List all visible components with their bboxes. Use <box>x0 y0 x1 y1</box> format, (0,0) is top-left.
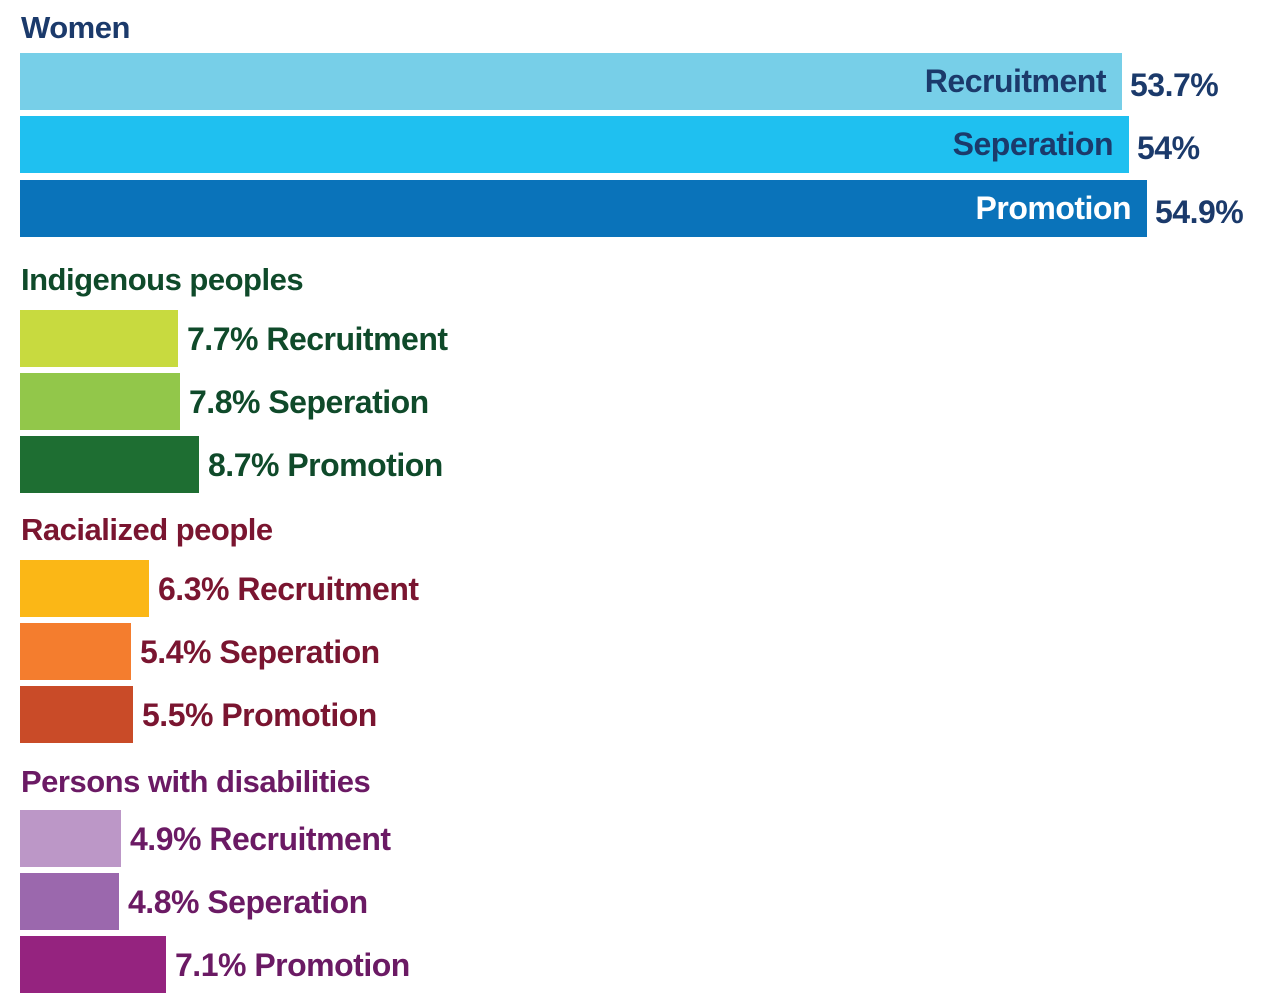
bar-value-label-indigenous-peoples-seperation: 7.8% <box>189 384 260 420</box>
bar-women-recruitment <box>20 53 1122 110</box>
bar-value-label-racialized-people-seperation: 5.4% <box>140 634 211 670</box>
bar-category-label-women-promotion: Promotion <box>975 190 1132 226</box>
bar-racialized-people-promotion <box>20 686 133 743</box>
bar-women-seperation <box>20 116 1129 173</box>
bar-persons-with-disabilities-seperation <box>20 873 119 930</box>
bar-value-label-women-promotion: 54.9% <box>1155 194 1244 230</box>
bar-label-persons-with-disabilities-promotion: 7.1% Promotion <box>175 947 410 983</box>
bar-indigenous-peoples-seperation <box>20 373 180 430</box>
bar-persons-with-disabilities-recruitment <box>20 810 121 867</box>
bar-category-label-indigenous-peoples-seperation: Seperation <box>268 384 429 420</box>
bar-category-label-racialized-people-seperation: Seperation <box>219 634 380 670</box>
bar-category-label-indigenous-peoples-recruitment: Recruitment <box>266 321 448 357</box>
bar-category-label-persons-with-disabilities-promotion: Promotion <box>254 947 410 983</box>
group-title-indigenous-peoples: Indigenous peoples <box>21 262 304 297</box>
bar-value-label-women-recruitment: 53.7% <box>1130 67 1219 103</box>
bar-value-label-persons-with-disabilities-recruitment: 4.9% <box>130 821 201 857</box>
bar-label-racialized-people-seperation: 5.4% Seperation <box>140 634 380 670</box>
bar-label-indigenous-peoples-recruitment: 7.7% Recruitment <box>187 321 448 357</box>
bar-label-racialized-people-promotion: 5.5% Promotion <box>142 697 377 733</box>
bar-category-label-women-recruitment: Recruitment <box>924 63 1107 99</box>
bar-racialized-people-recruitment <box>20 560 149 617</box>
bar-label-racialized-people-recruitment: 6.3% Recruitment <box>158 571 419 607</box>
bar-category-label-racialized-people-promotion: Promotion <box>221 697 377 733</box>
bar-value-label-women-seperation: 54% <box>1137 130 1200 166</box>
bar-value-label-persons-with-disabilities-promotion: 7.1% <box>175 947 246 983</box>
group-title-persons-with-disabilities: Persons with disabilities <box>21 764 371 799</box>
bar-category-label-persons-with-disabilities-recruitment: Recruitment <box>209 821 391 857</box>
bar-racialized-people-seperation <box>20 623 131 680</box>
bar-label-indigenous-peoples-promotion: 8.7% Promotion <box>208 447 443 483</box>
bar-category-label-indigenous-peoples-promotion: Promotion <box>287 447 443 483</box>
bar-value-label-indigenous-peoples-recruitment: 7.7% <box>187 321 258 357</box>
bar-indigenous-peoples-promotion <box>20 436 199 493</box>
bar-category-label-racialized-people-recruitment: Recruitment <box>237 571 419 607</box>
bar-women-promotion <box>20 180 1147 237</box>
bar-persons-with-disabilities-promotion <box>20 936 166 993</box>
bar-value-label-racialized-people-recruitment: 6.3% <box>158 571 229 607</box>
bar-label-persons-with-disabilities-recruitment: 4.9% Recruitment <box>130 821 391 857</box>
bar-value-label-racialized-people-promotion: 5.5% <box>142 697 213 733</box>
bar-label-persons-with-disabilities-seperation: 4.8% Seperation <box>128 884 368 920</box>
bar-category-label-women-seperation: Seperation <box>952 126 1114 162</box>
group-title-women: Women <box>21 10 130 45</box>
bar-label-indigenous-peoples-seperation: 7.8% Seperation <box>189 384 429 420</box>
bar-value-label-persons-with-disabilities-seperation: 4.8% <box>128 884 199 920</box>
bar-value-label-indigenous-peoples-promotion: 8.7% <box>208 447 279 483</box>
group-title-racialized-people: Racialized people <box>21 512 273 547</box>
bar-category-label-persons-with-disabilities-seperation: Seperation <box>207 884 368 920</box>
bar-indigenous-peoples-recruitment <box>20 310 178 367</box>
